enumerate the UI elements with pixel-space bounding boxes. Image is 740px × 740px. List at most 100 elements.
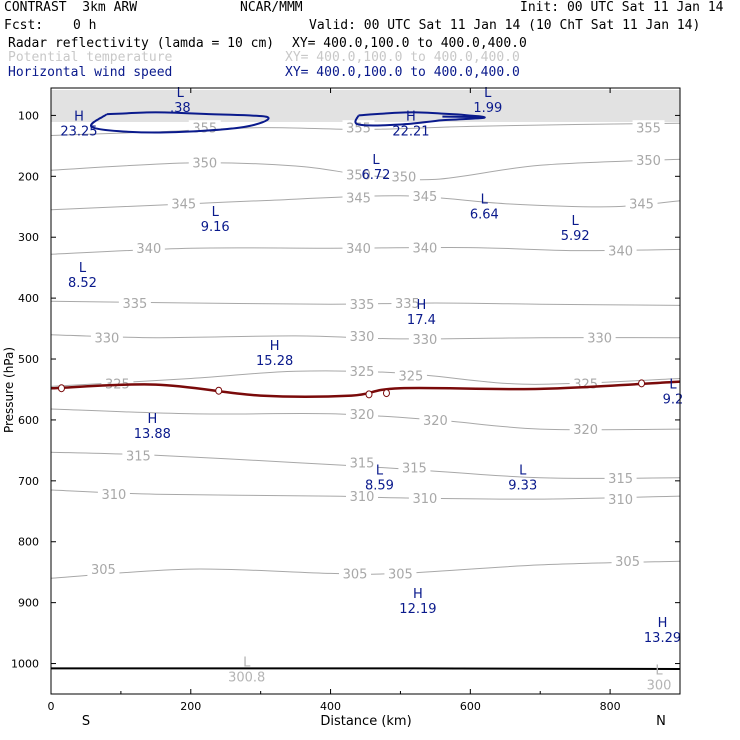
extrema-kind-L: L bbox=[655, 664, 663, 679]
theta-label-340: 340 bbox=[136, 242, 161, 257]
extrema-value: 6.72 bbox=[362, 168, 391, 183]
x-tick-label: 400 bbox=[320, 700, 341, 713]
reflectivity-contour-marker bbox=[382, 389, 390, 398]
theta-label-315: 315 bbox=[350, 457, 375, 472]
y-tick-label: 1000 bbox=[11, 658, 39, 671]
reflectivity-contour bbox=[50, 380, 681, 398]
plot-frame bbox=[50, 87, 681, 695]
extrema-kind-L: L bbox=[519, 464, 527, 479]
y-tick-label: 400 bbox=[18, 292, 39, 305]
extrema-value: 6.64 bbox=[470, 208, 499, 223]
theta-label-325: 325 bbox=[573, 377, 598, 392]
theta-label-305: 305 bbox=[615, 555, 640, 570]
field-name-wind: Horizontal wind speed bbox=[8, 65, 173, 80]
extrema-kind-L: L bbox=[79, 261, 87, 276]
reflectivity-contour-marker bbox=[215, 386, 223, 395]
extrema-value: 8.59 bbox=[365, 479, 394, 494]
north-end-label: N bbox=[656, 714, 666, 729]
x-axis-label: Distance (km) bbox=[320, 714, 411, 729]
theta-label-345: 345 bbox=[346, 192, 371, 207]
model-title: CONTRAST 3km ARW bbox=[4, 0, 138, 15]
theta-label-350: 350 bbox=[346, 168, 371, 183]
x-tick-label: 200 bbox=[180, 700, 201, 713]
extrema-kind-L: L bbox=[484, 86, 492, 101]
theta-label-background bbox=[346, 297, 379, 312]
theta-label-335: 335 bbox=[395, 297, 420, 312]
theta-label-background bbox=[398, 460, 431, 475]
theta-label-background bbox=[101, 376, 134, 391]
theta-label-310: 310 bbox=[412, 492, 437, 507]
y-axis-label: Pressure (hPa) bbox=[2, 347, 16, 433]
theta-label-355: 355 bbox=[192, 122, 217, 137]
theta-label-335: 335 bbox=[122, 297, 147, 312]
x-tick-label: 0 bbox=[48, 700, 55, 713]
reflectivity-contour-marker bbox=[638, 379, 646, 388]
theta-label-345: 345 bbox=[629, 198, 654, 213]
theta-label-340: 340 bbox=[346, 242, 371, 257]
theta-label-background bbox=[408, 188, 441, 203]
y-tick-label: 800 bbox=[18, 536, 39, 549]
theta-label-310: 310 bbox=[101, 488, 126, 503]
extrema-kind-L: L bbox=[243, 656, 251, 671]
theta-label-330: 330 bbox=[412, 333, 437, 348]
forecast-value: 0 h bbox=[73, 18, 97, 33]
field-xy-theta: XY= 400.0,100.0 to 400.0,400.0 bbox=[285, 50, 520, 65]
theta-label-background bbox=[346, 455, 379, 470]
theta-label-330: 330 bbox=[587, 332, 612, 347]
theta-label-340: 340 bbox=[412, 242, 437, 257]
theta-label-345: 345 bbox=[412, 190, 437, 205]
field-name-reflectivity: Radar reflectivity (lamda = 10 cm) bbox=[8, 36, 275, 51]
extrema-kind-L: L bbox=[572, 214, 580, 229]
theta-label-background bbox=[604, 243, 637, 258]
theta-label-355: 355 bbox=[636, 122, 661, 137]
extrema-value: .38 bbox=[170, 101, 191, 116]
center-label: NCAR/MMM bbox=[240, 0, 303, 15]
extrema-kind-L: L bbox=[177, 86, 185, 101]
extrema-value: 12.19 bbox=[399, 602, 436, 617]
theta-label-335: 335 bbox=[350, 298, 375, 313]
extrema-kind-L: L bbox=[372, 153, 380, 168]
theta-label-305: 305 bbox=[388, 567, 413, 582]
extrema-kind-L: L bbox=[669, 377, 677, 392]
theta-label-background bbox=[342, 120, 375, 135]
theta-label-background bbox=[611, 554, 644, 569]
theta-label-background bbox=[97, 487, 130, 502]
theta-label-background bbox=[90, 330, 123, 345]
theta-label-background bbox=[167, 196, 200, 211]
theta-label-315: 315 bbox=[126, 449, 151, 464]
theta-label-330: 330 bbox=[94, 332, 119, 347]
extrema-value: 15.28 bbox=[256, 354, 293, 369]
extrema-kind-H: H bbox=[413, 587, 423, 602]
y-tick-label: 900 bbox=[18, 597, 39, 610]
theta-label-325: 325 bbox=[350, 365, 375, 380]
extrema-value: 9.16 bbox=[201, 220, 230, 235]
extrema-value: 22.21 bbox=[392, 124, 429, 139]
theta-label-background bbox=[394, 368, 427, 383]
theta-label-background bbox=[346, 489, 379, 504]
extrema-value: 9.2 bbox=[663, 392, 684, 407]
extrema-value: 1.99 bbox=[473, 101, 502, 116]
init-time: Init: 00 UTC Sat 11 Jan 14 bbox=[520, 0, 724, 15]
x-tick-label: 800 bbox=[600, 700, 621, 713]
extrema-value: 23.25 bbox=[60, 124, 97, 139]
theta-label-background bbox=[346, 364, 379, 379]
south-end-label: S bbox=[82, 714, 90, 729]
y-tick-label: 500 bbox=[18, 353, 39, 366]
theta-contour-340 bbox=[50, 246, 681, 255]
theta-label-background bbox=[346, 328, 379, 343]
y-tick-label: 100 bbox=[18, 109, 39, 122]
y-tick-label: 600 bbox=[18, 414, 39, 427]
reflectivity-contour-marker bbox=[57, 384, 65, 393]
theta-contour-335 bbox=[50, 300, 681, 306]
x-tick-label: 600 bbox=[460, 700, 481, 713]
theta-label-background bbox=[339, 566, 372, 581]
theta-label-315: 315 bbox=[402, 461, 427, 476]
theta-label-background bbox=[387, 169, 420, 184]
theta-label-345: 345 bbox=[171, 198, 196, 213]
extrema-value: 5.92 bbox=[561, 229, 590, 244]
wind-speed-contour-2 bbox=[442, 115, 485, 119]
extrema-kind-H: H bbox=[147, 412, 157, 427]
extrema-kind-H: H bbox=[658, 616, 668, 631]
theta-label-background bbox=[625, 196, 658, 211]
